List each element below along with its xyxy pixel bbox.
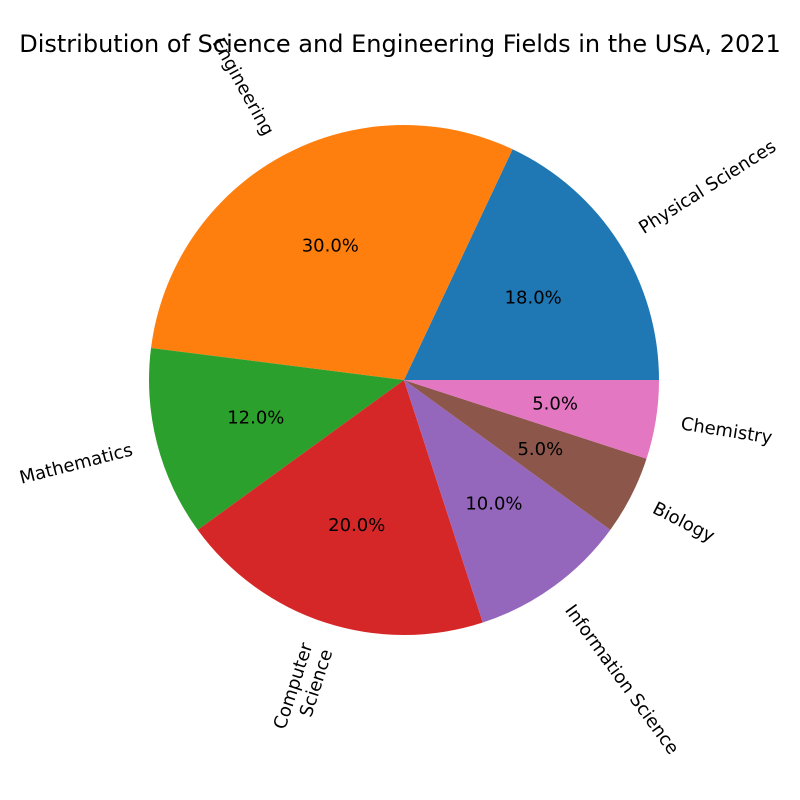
pct-label-computer-science: 20.0%: [328, 515, 385, 536]
pct-label-engineering: 30.0%: [302, 235, 359, 256]
slice-label-computer-science: ComputerScience: [270, 640, 338, 739]
slice-computer-science: [197, 380, 483, 635]
slice-engineering: [151, 125, 513, 380]
slice-chemistry: [404, 380, 659, 459]
pct-label-information-science: 10.0%: [465, 493, 522, 514]
slice-information-science: [404, 380, 611, 623]
pct-label-physical-sciences: 18.0%: [505, 288, 562, 309]
slice-physical-sciences: [404, 149, 659, 380]
slice-label-biology: Biology: [649, 498, 718, 547]
slice-mathematics: [149, 348, 404, 530]
slice-label-information-science: Information Science: [560, 601, 683, 759]
pct-label-chemistry: 5.0%: [532, 393, 578, 414]
slice-label-chemistry: Chemistry: [679, 414, 774, 449]
pie-slices: [149, 125, 659, 635]
slice-label-mathematics: Mathematics: [17, 440, 135, 489]
slice-biology: [404, 380, 647, 530]
pct-label-biology: 5.0%: [517, 439, 563, 460]
pct-label-mathematics: 12.0%: [227, 408, 284, 429]
chart-title: Distribution of Science and Engineering …: [19, 30, 781, 58]
slice-label-physical-sciences: Physical Sciences: [635, 136, 780, 238]
